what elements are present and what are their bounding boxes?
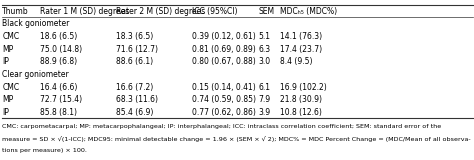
Text: CMC: carpometacarpal; MP: metacarpophalangeal; IP: interphalangeal; ICC: intracl: CMC: carpometacarpal; MP: metacarpophala… — [2, 124, 442, 129]
Text: 3.9: 3.9 — [258, 108, 271, 117]
Text: 0.81 (0.69, 0.89): 0.81 (0.69, 0.89) — [192, 45, 255, 54]
Text: IP: IP — [2, 57, 9, 66]
Text: 5.1: 5.1 — [258, 32, 270, 41]
Text: 14.1 (76.3): 14.1 (76.3) — [280, 32, 322, 41]
Text: Black goniometer: Black goniometer — [2, 20, 70, 28]
Text: SEM: SEM — [258, 7, 274, 16]
Text: 0.39 (0.12, 0.61): 0.39 (0.12, 0.61) — [192, 32, 255, 41]
Text: 18.3 (6.5): 18.3 (6.5) — [116, 32, 154, 41]
Text: Rater 2 M (SD) degrees: Rater 2 M (SD) degrees — [116, 7, 205, 16]
Text: 88.9 (6.8): 88.9 (6.8) — [40, 57, 77, 66]
Text: 0.80 (0.67, 0.88): 0.80 (0.67, 0.88) — [192, 57, 255, 66]
Text: tions per measure) × 100.: tions per measure) × 100. — [2, 148, 87, 153]
Text: ICC (95%CI): ICC (95%CI) — [192, 7, 237, 16]
Text: 71.6 (12.7): 71.6 (12.7) — [116, 45, 158, 54]
Text: MP: MP — [2, 45, 14, 54]
Text: 3.0: 3.0 — [258, 57, 271, 66]
Text: 85.8 (8.1): 85.8 (8.1) — [40, 108, 77, 117]
Text: 18.6 (6.5): 18.6 (6.5) — [40, 32, 78, 41]
Text: 16.4 (6.6): 16.4 (6.6) — [40, 83, 78, 92]
Text: 6.3: 6.3 — [258, 45, 271, 54]
Text: 0.77 (0.62, 0.86): 0.77 (0.62, 0.86) — [192, 108, 256, 117]
Text: 75.0 (14.8): 75.0 (14.8) — [40, 45, 82, 54]
Text: Thumb: Thumb — [2, 7, 29, 16]
Text: 16.6 (7.2): 16.6 (7.2) — [116, 83, 154, 92]
Text: 7.9: 7.9 — [258, 95, 271, 104]
Text: 72.7 (15.4): 72.7 (15.4) — [40, 95, 82, 104]
Text: 85.4 (6.9): 85.4 (6.9) — [116, 108, 154, 117]
Text: MDCₕ₅ (MDC%): MDCₕ₅ (MDC%) — [280, 7, 337, 16]
Text: 10.8 (12.6): 10.8 (12.6) — [280, 108, 321, 117]
Text: Clear goniometer: Clear goniometer — [2, 70, 69, 79]
Text: 88.6 (6.1): 88.6 (6.1) — [116, 57, 153, 66]
Text: MP: MP — [2, 95, 14, 104]
Text: 8.4 (9.5): 8.4 (9.5) — [280, 57, 312, 66]
Text: 16.9 (102.2): 16.9 (102.2) — [280, 83, 327, 92]
Text: CMC: CMC — [2, 83, 19, 92]
Text: IP: IP — [2, 108, 9, 117]
Text: 17.4 (23.7): 17.4 (23.7) — [280, 45, 322, 54]
Text: 0.15 (0.14, 0.41): 0.15 (0.14, 0.41) — [192, 83, 255, 92]
Text: Rater 1 M (SD) degrees: Rater 1 M (SD) degrees — [40, 7, 129, 16]
Text: 6.1: 6.1 — [258, 83, 270, 92]
Text: measure = SD × √(1-ICC); MDC95: minimal detectable change = 1.96 × (SEM × √ 2); : measure = SD × √(1-ICC); MDC95: minimal … — [2, 136, 471, 142]
Text: CMC: CMC — [2, 32, 19, 41]
Text: 0.74 (0.59, 0.85): 0.74 (0.59, 0.85) — [192, 95, 256, 104]
Text: 21.8 (30.9): 21.8 (30.9) — [280, 95, 322, 104]
Text: 68.3 (11.6): 68.3 (11.6) — [116, 95, 158, 104]
